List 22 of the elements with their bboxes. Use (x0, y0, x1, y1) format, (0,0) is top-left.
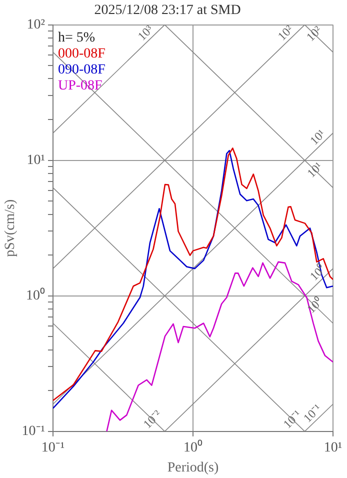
annotation: 10⁰ (304, 294, 326, 316)
annotation: 10¹ (304, 159, 326, 180)
annotation: 10¹ (307, 126, 328, 148)
y-tick-label: 10⁻¹ (22, 424, 45, 440)
annotation: 10³ (134, 22, 156, 44)
y-tick-label: 10¹ (26, 153, 45, 168)
annotation: h= 5% (58, 30, 96, 46)
annotation: 10² (274, 22, 296, 44)
text: 090-08F (58, 62, 106, 78)
annotation: 10⁻² (140, 407, 164, 432)
x-tick-label: 10¹ (324, 440, 342, 456)
x-axis-title: Period(s) (167, 460, 219, 476)
chart-title: 2025/12/08 23:17 at SMD (94, 3, 241, 18)
x-tick-label: 10⁰ (184, 439, 202, 456)
y-tick-label: 10² (26, 17, 45, 32)
x-tick-label: 10⁻¹ (41, 440, 65, 456)
text: UP-08F (58, 78, 103, 94)
text: 000-08F (58, 46, 106, 62)
annotation: 10⁰ (306, 262, 328, 284)
annotation: 10² (303, 22, 325, 44)
y-tick-label: 10⁰ (26, 288, 45, 304)
y-axis-title: pSv(cm/s) (3, 198, 18, 257)
